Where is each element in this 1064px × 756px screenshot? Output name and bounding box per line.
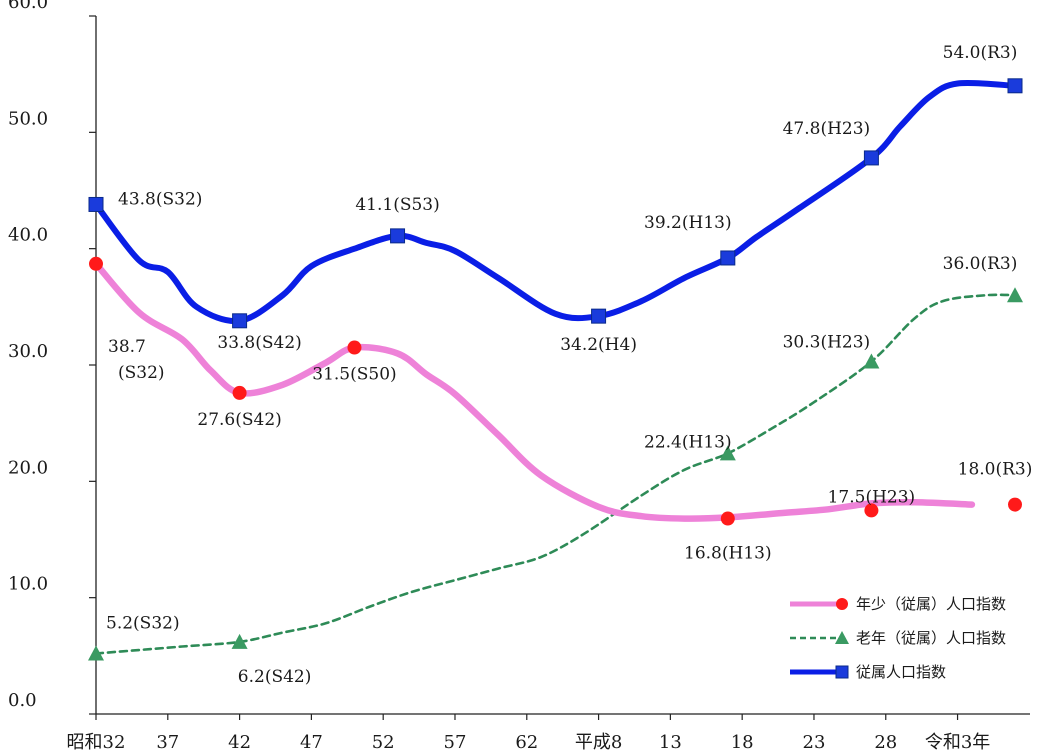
- x-tick-label: 18: [731, 732, 754, 753]
- y-tick-label: 0.0: [8, 690, 37, 711]
- youth-dependency-marker: [1008, 497, 1022, 512]
- youth-dependency-legend-label: 年少（従属）人口指数: [856, 595, 1006, 613]
- youth-dependency-data-label: (S32): [118, 363, 165, 383]
- youth-dependency-marker: [720, 511, 735, 526]
- x-tick-label: 42: [228, 732, 251, 753]
- y-tick-label: 30.0: [8, 341, 48, 362]
- youth-dependency-legend-marker: [836, 598, 848, 610]
- total-dependency-marker: [720, 250, 736, 266]
- elderly-dependency-data-label: 36.0(R3): [943, 254, 1018, 274]
- y-tick-label: 50.0: [8, 108, 48, 129]
- y-tick-label: 60.0: [8, 0, 48, 13]
- elderly-dependency-legend-marker: [835, 631, 849, 644]
- series-markers: [88, 78, 1023, 661]
- youth-dependency-marker: [232, 385, 247, 400]
- y-tick-label: 10.0: [8, 574, 48, 595]
- x-tick-label: 62: [515, 732, 538, 753]
- total-dependency-data-label: 54.0(R3): [943, 43, 1018, 63]
- total-dependency-data-label: 39.2(H13): [644, 213, 732, 233]
- total-dependency-legend-marker: [835, 665, 849, 679]
- youth-dependency-data-label: 17.5(H23): [828, 487, 916, 507]
- total-dependency-data-label: 34.2(H4): [560, 335, 637, 355]
- total-dependency-data-label: 47.8(H23): [783, 119, 871, 139]
- youth-dependency-data-label: 38.7: [108, 337, 146, 357]
- total-dependency-marker: [863, 150, 879, 166]
- total-dependency-marker: [1007, 78, 1023, 94]
- x-tick-label: 13: [659, 732, 682, 753]
- youth-dependency-data-label: 27.6(S42): [197, 410, 281, 430]
- x-tick-label: 昭和32: [67, 732, 126, 753]
- total-dependency-data-label: 43.8(S32): [118, 189, 202, 209]
- total-dependency-marker: [88, 196, 104, 212]
- total-dependency-line: [93, 79, 1018, 325]
- elderly-dependency-marker: [231, 633, 248, 649]
- elderly-dependency-marker: [1007, 287, 1023, 303]
- elderly-dependency-legend-label: 老年（従属）人口指数: [856, 629, 1006, 647]
- x-tick-label: 平成8: [575, 732, 622, 753]
- x-tick-label: 23: [803, 732, 826, 753]
- youth-dependency-data-label: 31.5(S50): [312, 365, 396, 385]
- youth-dependency-data-label: 16.8(H13): [684, 544, 772, 564]
- data-labels: 38.7 (S32) 27.6(S42) 31.5(S50) 16.8(H13) 17.5…: [106, 43, 1032, 687]
- elderly-dependency-marker: [88, 645, 104, 661]
- x-tick-label: 37: [156, 732, 179, 753]
- youth-dependency-marker: [347, 340, 362, 355]
- youth-dependency-marker: [89, 256, 103, 271]
- x-tick-label: 28: [874, 732, 897, 753]
- x-tick-label: 57: [444, 732, 467, 753]
- x-tick-label: 令和3年: [925, 732, 990, 753]
- youth-dependency-data-label: 18.0(R3): [958, 460, 1033, 480]
- x-tick-label: 52: [372, 732, 395, 753]
- chart-axes: 0.0 10.0 20.0 30.0 40.0 50.0 60.0 昭和32 37 42 47 52 5…: [8, 0, 1030, 753]
- total-dependency-data-label: 41.1(S53): [355, 195, 439, 215]
- y-tick-label: 40.0: [8, 225, 48, 246]
- total-dependency-marker: [591, 308, 607, 324]
- elderly-dependency-data-label: 5.2(S32): [106, 614, 180, 634]
- total-dependency-marker: [232, 313, 248, 329]
- elderly-dependency-data-label: 6.2(S42): [238, 667, 312, 687]
- total-dependency-data-label: 33.8(S42): [217, 333, 301, 353]
- youth-dependency-marker: [864, 503, 879, 518]
- elderly-dependency-line: [94, 293, 1017, 655]
- elderly-dependency-marker: [719, 445, 736, 461]
- elderly-dependency-data-label: 30.3(H23): [783, 333, 871, 353]
- total-dependency-legend-label: 従属人口指数: [856, 663, 946, 681]
- total-dependency-marker: [390, 228, 406, 244]
- x-tick-label: 47: [300, 732, 323, 753]
- elderly-dependency-marker: [863, 353, 880, 369]
- elderly-dependency-data-label: 22.4(H13): [644, 432, 732, 452]
- youth-dependency-line: [92, 260, 976, 522]
- y-tick-label: 20.0: [8, 457, 48, 478]
